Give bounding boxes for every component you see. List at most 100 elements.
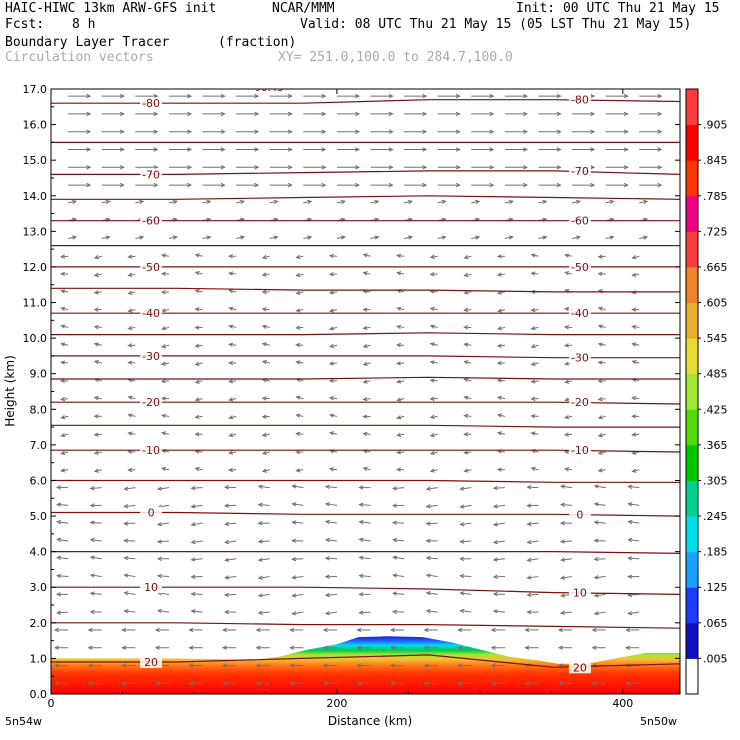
vector-head — [631, 290, 637, 295]
circulation-vector — [591, 681, 606, 686]
vector-shaft — [632, 469, 640, 472]
vector-shaft — [632, 433, 640, 436]
vector-head — [257, 539, 263, 544]
vector-shaft — [162, 432, 170, 435]
vector-shaft — [57, 521, 69, 524]
isotherm-label-bg — [140, 214, 163, 227]
vector-shaft — [329, 255, 337, 257]
vector-head — [597, 342, 603, 347]
vector-shaft — [195, 467, 203, 471]
vector-shaft — [497, 326, 505, 330]
circulation-vector — [396, 271, 405, 276]
circulation-vector — [336, 182, 361, 188]
vector-shaft — [202, 200, 211, 204]
circulation-vector — [202, 235, 212, 240]
circulation-vector — [236, 111, 260, 117]
vector-head — [530, 253, 536, 258]
vector-shaft — [195, 271, 203, 275]
vector-head — [556, 93, 562, 99]
vector-head — [153, 111, 159, 117]
isotherm-label: -70 — [571, 165, 589, 178]
vector-shaft — [464, 309, 472, 311]
vector-shaft — [628, 611, 640, 615]
circulation-vector — [336, 165, 361, 170]
vector-head — [388, 93, 394, 99]
vector-shaft — [330, 431, 338, 435]
vector-shaft — [632, 397, 640, 400]
vector-shaft — [124, 574, 136, 578]
circulation-vector — [60, 271, 69, 277]
vector-head — [160, 361, 167, 366]
circulation-vector — [597, 468, 606, 473]
vector-head — [358, 502, 364, 507]
circulation-vector — [463, 290, 472, 295]
vector-shaft — [531, 344, 539, 348]
vector-head — [328, 467, 334, 472]
vector-head — [489, 129, 495, 134]
circulation-vector — [490, 681, 505, 686]
circulation-vector — [303, 129, 327, 134]
circulation-vector — [639, 111, 663, 117]
vector-head — [291, 538, 297, 543]
vector-shaft — [61, 398, 69, 400]
circulation-vector — [593, 502, 606, 507]
circulation-vector — [303, 199, 313, 205]
colorbar-swatch — [686, 587, 698, 624]
circulation-vector — [194, 361, 203, 366]
vector-head — [627, 502, 633, 507]
vector-head — [86, 111, 92, 117]
circulation-vector — [362, 343, 371, 349]
colorbar-swatch — [686, 658, 698, 695]
circulation-vector — [437, 129, 461, 134]
circulation-vector — [228, 342, 237, 347]
circulation-vector — [224, 539, 237, 545]
vector-head — [307, 199, 313, 205]
vector-head — [60, 289, 66, 294]
vector-head — [156, 486, 162, 491]
vector-shaft — [330, 326, 338, 330]
vector-head — [194, 289, 200, 294]
vector-head — [123, 555, 129, 561]
vector-head — [220, 111, 226, 117]
vector-head — [597, 415, 603, 420]
vector-head — [127, 413, 133, 418]
vector-head — [459, 556, 465, 562]
vector-shaft — [90, 592, 102, 595]
isotherm-line — [51, 622, 680, 629]
vector-head — [295, 431, 301, 437]
circulation-vector — [423, 645, 438, 650]
circulation-vector — [60, 468, 69, 473]
circulation-vector — [303, 93, 327, 99]
circulation-vector — [328, 361, 337, 366]
vector-shaft — [594, 611, 606, 615]
circulation-vector — [631, 307, 640, 312]
vector-head — [228, 306, 234, 311]
isotherm-label-bg — [140, 97, 163, 110]
vector-shaft — [61, 433, 69, 437]
vector-head — [220, 93, 226, 99]
circulation-vector — [423, 681, 438, 686]
circulation-vector — [631, 272, 640, 277]
vector-head — [593, 575, 599, 580]
vector-shaft — [195, 344, 203, 347]
vector-head — [358, 537, 364, 542]
vector-shaft — [124, 487, 136, 490]
vector-head — [625, 681, 631, 686]
vector-head — [356, 681, 362, 686]
vector-shaft — [128, 361, 136, 364]
circulation-vector — [496, 326, 505, 331]
vector-shaft — [168, 236, 177, 239]
vector-head — [631, 360, 637, 365]
circulation-vector — [127, 431, 136, 436]
circulation-vector — [538, 199, 548, 205]
vector-shaft — [460, 592, 472, 595]
vector-head — [429, 450, 435, 456]
circulation-vector — [257, 557, 270, 562]
circulation-vector — [336, 93, 361, 99]
vector-head — [89, 555, 95, 560]
vector-head — [194, 307, 200, 312]
vector-shaft — [258, 485, 270, 489]
vector-shaft — [292, 503, 304, 506]
vector-shaft — [370, 236, 379, 239]
circulation-vector — [228, 432, 237, 438]
